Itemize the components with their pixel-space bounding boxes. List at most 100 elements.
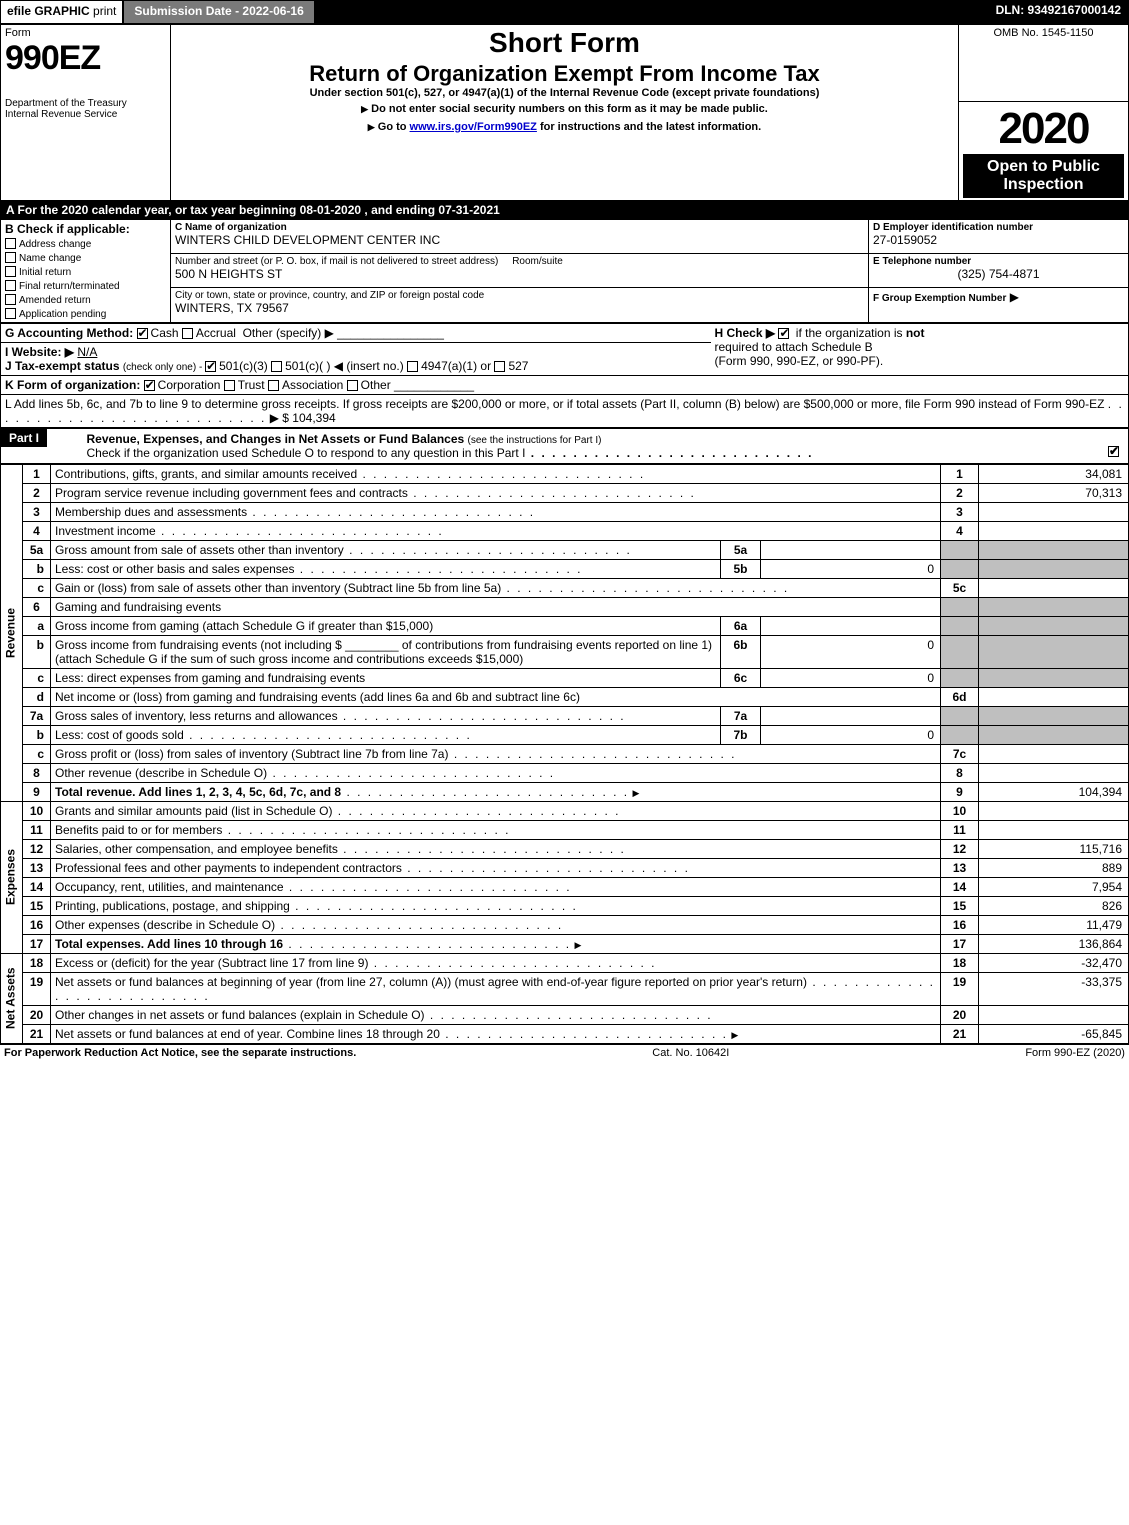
checkbox-501c[interactable] [271, 361, 282, 372]
line-no: 9 [23, 782, 51, 801]
inner-box: 7a [721, 706, 761, 725]
checkbox-name-change[interactable] [5, 252, 16, 263]
shaded-cell [941, 706, 979, 725]
shaded-cell [979, 616, 1129, 635]
inner-amt: 0 [761, 725, 941, 744]
line-amt [979, 744, 1129, 763]
return-title: Return of Organization Exempt From Incom… [175, 61, 954, 87]
box-e-label: E Telephone number [873, 256, 1124, 267]
city-label: City or town, state or province, country… [175, 290, 864, 301]
line-amt: 34,081 [979, 464, 1129, 483]
irs-link[interactable]: www.irs.gov/Form990EZ [410, 121, 537, 133]
shaded-cell [979, 635, 1129, 668]
checkbox-amended-return[interactable] [5, 294, 16, 305]
shaded-cell [941, 597, 979, 616]
checkbox-final-return[interactable] [5, 280, 16, 291]
line-label: Net assets or fund balances at beginning… [55, 975, 807, 989]
line-num: 15 [941, 896, 979, 915]
line-amt: 115,716 [979, 839, 1129, 858]
line-label: Salaries, other compensation, and employ… [55, 842, 338, 856]
checkbox-application-pending[interactable] [5, 308, 16, 319]
line-no: 4 [23, 521, 51, 540]
dots [425, 1008, 713, 1022]
line-amt [979, 1005, 1129, 1024]
checkbox-527[interactable] [494, 361, 505, 372]
form-header-table: Form 990EZ Department of the Treasury In… [0, 24, 1129, 201]
line-g-label: G Accounting Method: [5, 326, 133, 340]
inner-amt: 0 [761, 559, 941, 578]
line-no: a [23, 616, 51, 635]
period-mid: , and ending [361, 203, 438, 217]
city: WINTERS, TX 79567 [175, 301, 864, 315]
line-label: Professional fees and other payments to … [55, 861, 402, 875]
checkbox-4947[interactable] [407, 361, 418, 372]
checkbox-schedule-o[interactable] [1108, 446, 1119, 457]
line-num: 14 [941, 877, 979, 896]
line-label: Net income or (loss) from gaming and fun… [55, 690, 580, 704]
arrow-icon [368, 121, 375, 133]
line-no: 8 [23, 763, 51, 782]
line-num: 3 [941, 502, 979, 521]
shaded-cell [941, 725, 979, 744]
line-amt: -32,470 [979, 953, 1129, 972]
dept-treasury: Department of the Treasury [5, 98, 166, 109]
checkbox-501c3[interactable] [205, 361, 216, 372]
line-amt: 70,313 [979, 483, 1129, 502]
street-label: Number and street (or P. O. box, if mail… [175, 256, 864, 267]
checkbox-address-change[interactable] [5, 238, 16, 249]
dots [184, 728, 472, 742]
under-section: Under section 501(c), 527, or 4947(a)(1)… [175, 87, 954, 99]
netassets-section-label: Net Assets [1, 953, 23, 1043]
part-i-label: Part I [1, 429, 47, 447]
irs-label: Internal Revenue Service [5, 109, 166, 120]
checkbox-assoc[interactable] [268, 380, 279, 391]
dots [247, 505, 535, 519]
checkbox-other[interactable] [347, 380, 358, 391]
inner-amt [761, 540, 941, 559]
line-label: Gross income from gaming (attach Schedul… [55, 619, 433, 633]
shaded-cell [941, 559, 979, 578]
checkbox-cash[interactable] [137, 328, 148, 339]
line-no: 18 [23, 953, 51, 972]
box-c-label: C Name of organization [175, 222, 864, 233]
box-b-item: Initial return [19, 267, 71, 278]
line-i-label: I Website: ▶ [5, 345, 74, 359]
line-num: 11 [941, 820, 979, 839]
checkbox-initial-return[interactable] [5, 266, 16, 277]
j-opt1: 501(c)(3) [219, 359, 268, 373]
top-bar: efile GRAPHIC print Submission Date - 20… [0, 0, 1129, 24]
print-label[interactable]: print [93, 4, 116, 18]
line-num: 19 [941, 972, 979, 1005]
line-num: 4 [941, 521, 979, 540]
dots [501, 581, 789, 595]
line-amt: 7,954 [979, 877, 1129, 896]
line-amt: -65,845 [979, 1024, 1129, 1043]
line-amt: 826 [979, 896, 1129, 915]
inner-amt [761, 616, 941, 635]
dots [341, 785, 629, 799]
line-num: 12 [941, 839, 979, 858]
j-opt4: 527 [508, 359, 528, 373]
dots [294, 562, 582, 576]
line-amt: 136,864 [979, 934, 1129, 953]
line-label: Net assets or fund balances at end of ye… [55, 1027, 440, 1041]
line-no: b [23, 725, 51, 744]
checkbox-corp[interactable] [144, 380, 155, 391]
form-label: Form [5, 27, 31, 39]
checkbox-accrual[interactable] [182, 328, 193, 339]
line-amt [979, 521, 1129, 540]
line-label: Printing, publications, postage, and shi… [55, 899, 290, 913]
inner-amt: 0 [761, 635, 941, 668]
line-k-label: K Form of organization: [5, 378, 140, 392]
efile-label: efile GRAPHIC [7, 4, 90, 18]
checkbox-h[interactable] [778, 328, 789, 339]
shaded-cell [941, 668, 979, 687]
efile-graphic-print[interactable]: efile GRAPHIC print [0, 0, 123, 24]
line-num: 6d [941, 687, 979, 706]
arrow-icon [731, 1027, 738, 1041]
checkbox-trust[interactable] [224, 380, 235, 391]
dots [284, 880, 572, 894]
ein: 27-0159052 [873, 233, 1124, 247]
entity-table: B Check if applicable: Address change Na… [0, 219, 1129, 323]
line-no: c [23, 578, 51, 597]
